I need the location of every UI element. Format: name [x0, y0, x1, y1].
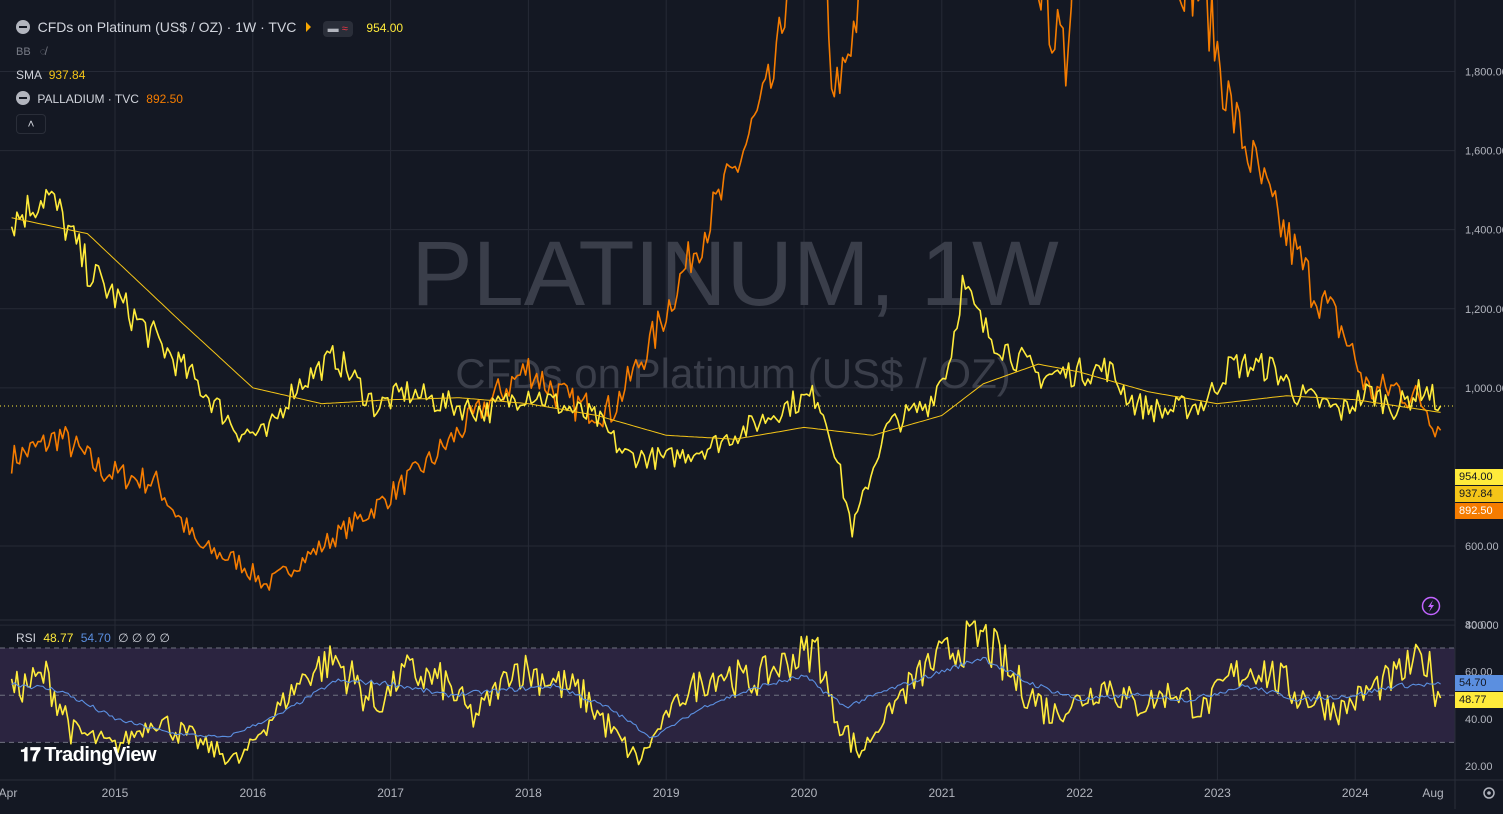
x-tick-label: 2016	[239, 786, 266, 800]
y-tick-label: 1,800.00	[1465, 67, 1503, 79]
sma-label: SMA	[16, 68, 42, 82]
x-tick-label: 2020	[791, 786, 818, 800]
bb-legend[interactable]: BB ◌̸	[16, 44, 46, 60]
compare-toggle[interactable]: ▬ ≈	[322, 21, 353, 37]
y-tick-label: 400.00	[1465, 620, 1499, 632]
series-line-platinum	[10, 188, 1442, 538]
eye-off-icon[interactable]: ◌̸	[39, 46, 47, 58]
rsi-ma-line	[11, 656, 1441, 739]
y-tick-label: 1,400.00	[1465, 225, 1503, 237]
y-tick-label: 1,600.00	[1465, 146, 1503, 158]
grid-lines	[0, 0, 1455, 780]
x-tick-label: Aug	[1422, 786, 1443, 800]
x-tick-label: 2019	[653, 786, 680, 800]
rsi-value: 48.77	[43, 631, 74, 645]
symbol-title[interactable]: CFDs on Platinum (US$ / OZ) · 1W · TVC	[37, 19, 297, 35]
rsi-y-tick-label: 20.00	[1465, 761, 1493, 773]
rsi-legend[interactable]: RSI 48.77 54.70 ∅ ∅ ∅ ∅	[16, 630, 170, 646]
price-label-rsi-ma: 54.70	[1455, 675, 1503, 691]
price-label-platinum: 954.00	[1455, 469, 1503, 485]
price-label-sma: 937.84	[1455, 486, 1503, 502]
last-price: 954.00	[366, 21, 404, 35]
x-tick-label: 2021	[928, 786, 955, 800]
rsi-ma-value: 54.70	[80, 631, 111, 645]
branding-text: TradingView	[44, 744, 157, 766]
compare-value: 892.50	[146, 92, 183, 106]
lightning-icon[interactable]	[1421, 596, 1441, 616]
y-tick-label: 1,000.00	[1465, 383, 1503, 395]
main-legend: CFDs on Platinum (US$ / OZ) · 1W · TVC ▬…	[16, 19, 403, 37]
x-tick-label: 2018	[515, 786, 542, 800]
bb-label: BB	[16, 46, 31, 58]
chevron-up-icon[interactable]: ˄	[16, 114, 46, 134]
price-label-palladium: 892.50	[1455, 503, 1503, 519]
tradingview-logo[interactable]: ⁠𝟏𝟕 TradingView	[20, 744, 157, 767]
rsi-line	[10, 619, 1442, 766]
series-line-palladium	[10, 0, 1442, 591]
rsi-null-values: ∅ ∅ ∅ ∅	[118, 631, 170, 645]
sma-value: 937.84	[48, 68, 86, 82]
x-tick-label: 2024	[1342, 786, 1369, 800]
palladium-logo-icon	[16, 91, 30, 105]
sma-legend[interactable]: SMA 937.84	[16, 67, 85, 83]
y-tick-label: 600.00	[1465, 541, 1499, 553]
x-tick-label: 2015	[102, 786, 129, 800]
watermark-subtitle: CFDs on Platinum (US$ / OZ)	[455, 350, 1010, 397]
compare-label: PALLADIUM · TVC	[37, 92, 139, 106]
compare-legend[interactable]: PALLADIUM · TVC 892.50	[16, 91, 183, 107]
symbol-logo-icon	[16, 20, 30, 34]
rsi-y-tick-label: 40.00	[1465, 714, 1493, 726]
y-tick-label: 1,200.00	[1465, 304, 1503, 316]
series-line-sma	[11, 217, 1441, 440]
flag-icon[interactable]	[306, 22, 312, 32]
series-lines	[0, 0, 1455, 766]
rsi-label: RSI	[16, 631, 37, 645]
x-tick-label: 2022	[1066, 786, 1093, 800]
tradingview-logo-icon: ⁠𝟏𝟕	[20, 745, 41, 766]
watermark-title: PLATINUM, 1W	[411, 223, 1059, 325]
rsi-y-tick-label: 80.00	[1465, 619, 1493, 631]
settings-icon[interactable]	[1483, 787, 1495, 799]
price-label-rsi: 48.77	[1455, 692, 1503, 708]
x-tick-label: 2023	[1204, 786, 1231, 800]
x-tick-label: Apr	[0, 786, 17, 800]
x-tick-label: 2017	[377, 786, 404, 800]
